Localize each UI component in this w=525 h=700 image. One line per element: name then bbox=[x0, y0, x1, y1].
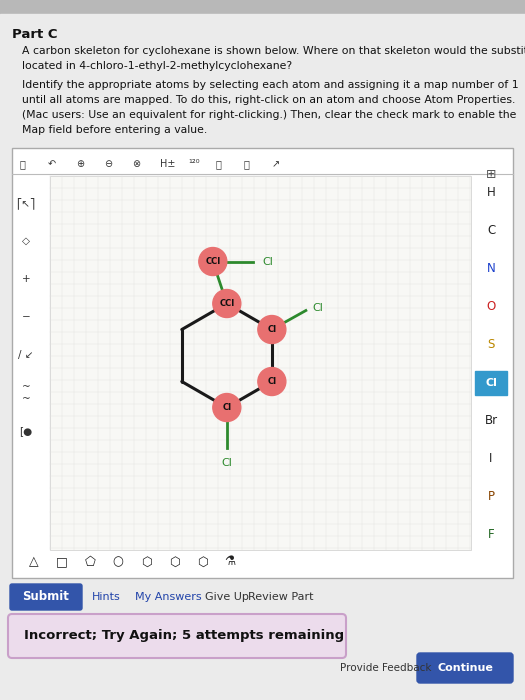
Circle shape bbox=[213, 393, 241, 421]
Text: ⊞: ⊞ bbox=[486, 169, 496, 181]
Bar bbox=[475, 371, 507, 395]
Text: −: − bbox=[22, 312, 30, 322]
Text: until all atoms are mapped. To do this, right-click on an atom and choose Atom P: until all atoms are mapped. To do this, … bbox=[22, 95, 516, 105]
FancyBboxPatch shape bbox=[10, 584, 82, 610]
Text: Cl: Cl bbox=[263, 256, 274, 267]
Circle shape bbox=[258, 368, 286, 395]
Text: ⚗: ⚗ bbox=[224, 556, 236, 568]
Text: ⊕: ⊕ bbox=[76, 159, 84, 169]
Text: H±: H± bbox=[160, 159, 175, 169]
Text: ⬜: ⬜ bbox=[20, 159, 26, 169]
Text: My Answers: My Answers bbox=[135, 592, 202, 602]
Text: △: △ bbox=[29, 556, 39, 568]
Text: Cl: Cl bbox=[267, 377, 277, 386]
Bar bbox=[50, 176, 471, 550]
Text: Cl: Cl bbox=[222, 403, 232, 412]
Text: C: C bbox=[487, 225, 495, 237]
Text: Cl: Cl bbox=[313, 302, 324, 312]
Circle shape bbox=[199, 248, 227, 276]
Text: P: P bbox=[488, 491, 495, 503]
Circle shape bbox=[213, 290, 241, 318]
Text: H: H bbox=[487, 186, 496, 200]
Text: Give Up: Give Up bbox=[205, 592, 249, 602]
Text: Br: Br bbox=[485, 414, 498, 428]
Text: Submit: Submit bbox=[23, 591, 69, 603]
FancyBboxPatch shape bbox=[417, 653, 513, 683]
Text: [●: [● bbox=[19, 426, 33, 436]
Text: CCl: CCl bbox=[205, 257, 220, 266]
Circle shape bbox=[258, 316, 286, 344]
Text: Hints: Hints bbox=[92, 592, 121, 602]
Text: ~
~: ~ ~ bbox=[22, 382, 30, 404]
Text: Cl: Cl bbox=[485, 378, 497, 388]
Bar bbox=[12, 148, 513, 578]
Text: I: I bbox=[489, 452, 492, 466]
Text: Continue: Continue bbox=[437, 663, 493, 673]
Text: ❓: ❓ bbox=[244, 159, 250, 169]
Text: □: □ bbox=[56, 556, 68, 568]
Text: ⬡: ⬡ bbox=[141, 556, 151, 568]
Text: ↶: ↶ bbox=[48, 159, 56, 169]
FancyBboxPatch shape bbox=[8, 614, 346, 658]
Text: / ↙: / ↙ bbox=[18, 350, 34, 360]
Text: CCl: CCl bbox=[219, 299, 235, 308]
Text: ⬠: ⬠ bbox=[85, 556, 96, 568]
Text: A carbon skeleton for cyclohexane is shown below. Where on that skeleton would t: A carbon skeleton for cyclohexane is sho… bbox=[22, 46, 525, 56]
Text: ○: ○ bbox=[112, 556, 123, 568]
Text: ⬡: ⬡ bbox=[196, 556, 207, 568]
Bar bbox=[0, 0, 525, 14]
Text: F: F bbox=[488, 528, 495, 542]
Bar bbox=[0, 580, 525, 614]
Text: located in 4-chloro-1-ethyl-2-methylcyclohexane?: located in 4-chloro-1-ethyl-2-methylcycl… bbox=[22, 61, 292, 71]
Text: Review Part: Review Part bbox=[248, 592, 313, 602]
Text: Map field before entering a value.: Map field before entering a value. bbox=[22, 125, 207, 135]
Text: Cl: Cl bbox=[267, 325, 277, 334]
Text: Identify the appropriate atoms by selecting each atom and assigning it a map num: Identify the appropriate atoms by select… bbox=[22, 80, 519, 90]
Text: Cl: Cl bbox=[222, 458, 232, 468]
Text: ⓘ: ⓘ bbox=[216, 159, 222, 169]
Text: ⊗: ⊗ bbox=[132, 159, 140, 169]
Text: ¹²⁰: ¹²⁰ bbox=[188, 159, 200, 169]
Text: ⊖: ⊖ bbox=[104, 159, 112, 169]
Text: S: S bbox=[487, 339, 495, 351]
Text: Part C: Part C bbox=[12, 28, 58, 41]
Text: ⬡: ⬡ bbox=[169, 556, 180, 568]
Text: Incorrect; Try Again; 5 attempts remaining: Incorrect; Try Again; 5 attempts remaini… bbox=[24, 629, 344, 643]
Text: ◇: ◇ bbox=[22, 236, 30, 246]
Text: Provide Feedback: Provide Feedback bbox=[340, 663, 432, 673]
Text: ↗: ↗ bbox=[272, 159, 280, 169]
Text: +: + bbox=[22, 274, 30, 284]
Text: N: N bbox=[487, 262, 496, 276]
Text: O: O bbox=[486, 300, 496, 314]
Text: ⎡↖⎤: ⎡↖⎤ bbox=[16, 197, 36, 209]
Text: (Mac users: Use an equivalent for right-clicking.) Then, clear the check mark to: (Mac users: Use an equivalent for right-… bbox=[22, 110, 517, 120]
